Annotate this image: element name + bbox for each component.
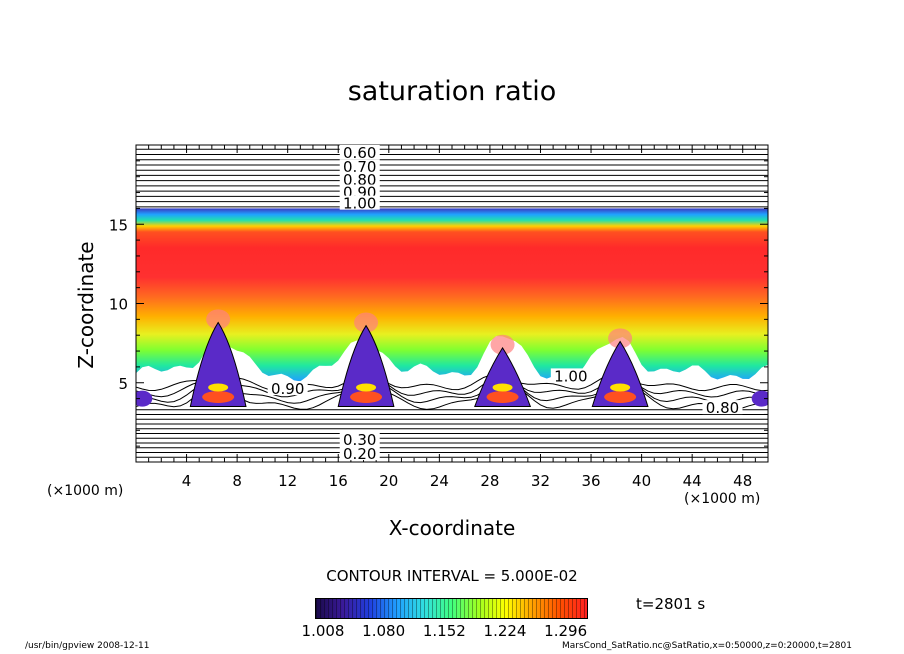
x-tick-label: 32 (531, 472, 550, 490)
contour-label: 1.00 (554, 367, 587, 385)
cloud-plume (591, 328, 649, 408)
plume-base-high (486, 391, 519, 404)
contour-label: 0.80 (343, 171, 376, 189)
plume-base-high (604, 391, 637, 404)
x-unit-label-left: (×1000 m) (47, 483, 124, 499)
chart-title: saturation ratio (347, 76, 557, 107)
plume-body (189, 321, 247, 408)
contour-line (136, 372, 768, 392)
contour-label: 0.20 (343, 445, 376, 463)
y-tick-label: 10 (109, 296, 128, 314)
x-tick-label: 24 (430, 472, 449, 490)
time-label: t=2801 s (636, 595, 706, 613)
contour-label-bg (339, 195, 380, 210)
plume-cap (354, 312, 379, 333)
x-tick-label: 36 (581, 472, 600, 490)
x-tick-label: 8 (232, 472, 242, 490)
cloud-plumes (136, 309, 768, 408)
contour-label-bg (267, 381, 308, 396)
edge-plume-right (751, 390, 768, 407)
plot-area (136, 148, 768, 462)
plume-body (474, 346, 532, 408)
plume-base-mid (610, 383, 631, 392)
plume-cap (490, 334, 515, 355)
plume-cap (608, 328, 633, 349)
contour-label: 0.30 (343, 431, 376, 449)
x-tick-label: 48 (733, 472, 752, 490)
contour-label-bg (702, 400, 743, 415)
plume-base-mid (356, 383, 377, 392)
y-axis-label: Z-coordinate (74, 241, 98, 369)
x-tick-label: 44 (683, 472, 702, 490)
contour-label: 0.60 (343, 144, 376, 162)
contour-label-bg (339, 431, 380, 446)
contour-label: 0.70 (343, 158, 376, 176)
plume-base-mid (208, 383, 229, 392)
upper-contours (136, 148, 768, 208)
contour-interval-label: CONTOUR INTERVAL = 5.000E-02 (326, 567, 578, 585)
colorbar-tick-label: 1.008 (301, 622, 345, 640)
colorbar-tick-label: 1.296 (544, 622, 588, 640)
cloud-plume (474, 334, 532, 408)
colorbar (315, 598, 588, 619)
footer-program: /usr/bin/gpview 2008-12-11 (25, 641, 150, 651)
x-unit-label-right: (×1000 m) (684, 491, 761, 507)
x-tick-label: 40 (632, 472, 651, 490)
y-tick-label: 15 (109, 216, 128, 234)
contour-label-bg (339, 446, 380, 461)
contour-label: 1.00 (343, 195, 376, 213)
edge-plume-left (136, 390, 153, 407)
plume-base-high (350, 391, 383, 404)
x-tick-label: 20 (379, 472, 398, 490)
contour-labels: 0.600.700.800.901.000.901.000.800.300.20 (267, 144, 743, 463)
cloud-plume (337, 312, 395, 408)
x-tick-label: 12 (278, 472, 297, 490)
colorbar-tick-label: 1.152 (422, 622, 466, 640)
contour-label: 0.80 (706, 399, 739, 417)
x-axis-label: X-coordinate (388, 516, 516, 540)
contour-label-bg (339, 144, 380, 159)
y-tick-label: 5 (118, 375, 128, 393)
cloud-plume (189, 309, 247, 408)
contour-label-bg (550, 368, 591, 383)
contour-label: 0.90 (271, 380, 304, 398)
contour-label-bg (339, 159, 380, 174)
contour-label-bg (339, 171, 380, 186)
x-tick-label: 28 (480, 472, 499, 490)
plume-base-high (202, 391, 235, 404)
colorbar-tick-label: 1.080 (362, 622, 406, 640)
x-tick-label: 16 (329, 472, 348, 490)
footer-source: MarsCond_SatRatio.nc@SatRatio,x=0:50000,… (562, 641, 852, 651)
plume-body (591, 340, 649, 408)
colorbar-tick-label: 1.224 (483, 622, 527, 640)
plume-cap (206, 309, 231, 330)
plume-body (337, 324, 395, 408)
x-tick-label: 4 (182, 472, 192, 490)
contour-label-bg (339, 184, 380, 199)
lower-contours (136, 372, 768, 458)
plume-base-mid (492, 383, 513, 392)
